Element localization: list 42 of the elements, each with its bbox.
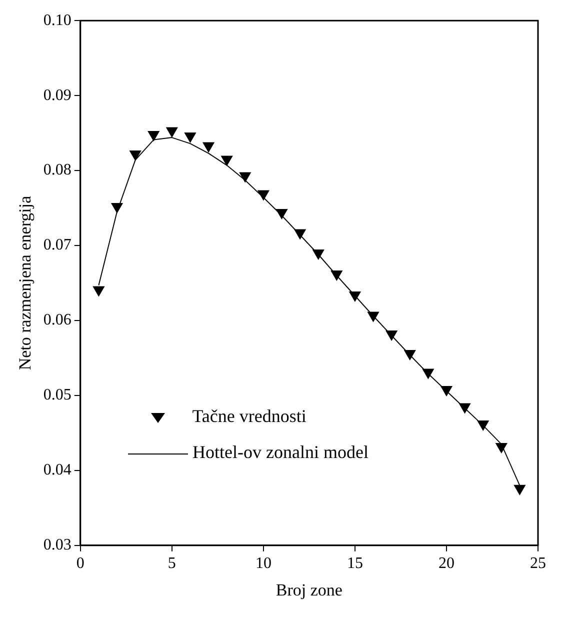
point <box>330 270 342 281</box>
legend-label: Tačne vrednosti <box>192 406 306 426</box>
y-tick-label: 0.08 <box>43 162 72 179</box>
point <box>404 350 416 360</box>
point <box>312 250 324 260</box>
point <box>440 386 452 396</box>
x-tick-label: 10 <box>255 555 272 572</box>
y-tick-label: 0.10 <box>43 12 72 29</box>
x-tick-label: 15 <box>346 555 363 572</box>
point <box>386 330 398 340</box>
point <box>258 190 270 200</box>
y-tick-label: 0.07 <box>43 236 72 254</box>
point <box>184 132 196 143</box>
point <box>111 203 123 214</box>
point <box>221 156 233 166</box>
x-tick-label: 20 <box>438 555 454 572</box>
legend-label: Hottel-ov zonalni model <box>192 442 368 462</box>
y-tick-label: 0.06 <box>43 312 72 329</box>
point <box>514 484 526 495</box>
point <box>93 286 104 296</box>
point <box>276 209 288 220</box>
point <box>477 420 489 430</box>
point <box>368 312 379 322</box>
y-tick-label: 0.05 <box>43 386 72 404</box>
y-tick-label: 0.03 <box>43 536 72 554</box>
point <box>422 368 434 379</box>
point <box>166 127 178 138</box>
point <box>239 172 251 182</box>
point <box>496 442 508 453</box>
point <box>349 291 361 302</box>
x-axis-title: Broj zone <box>276 580 342 600</box>
point <box>130 150 142 161</box>
x-tick-label: 25 <box>530 555 546 572</box>
y-axis-title: Neto razmenjena energija <box>16 195 35 370</box>
point <box>148 131 160 142</box>
point <box>459 403 470 414</box>
point <box>202 142 214 152</box>
y-tick-label: 0.04 <box>43 462 72 479</box>
x-tick-label: 5 <box>168 555 176 572</box>
point <box>294 229 306 240</box>
y-tick-label: 0.09 <box>43 86 72 104</box>
x-tick-label: 0 <box>76 555 84 572</box>
